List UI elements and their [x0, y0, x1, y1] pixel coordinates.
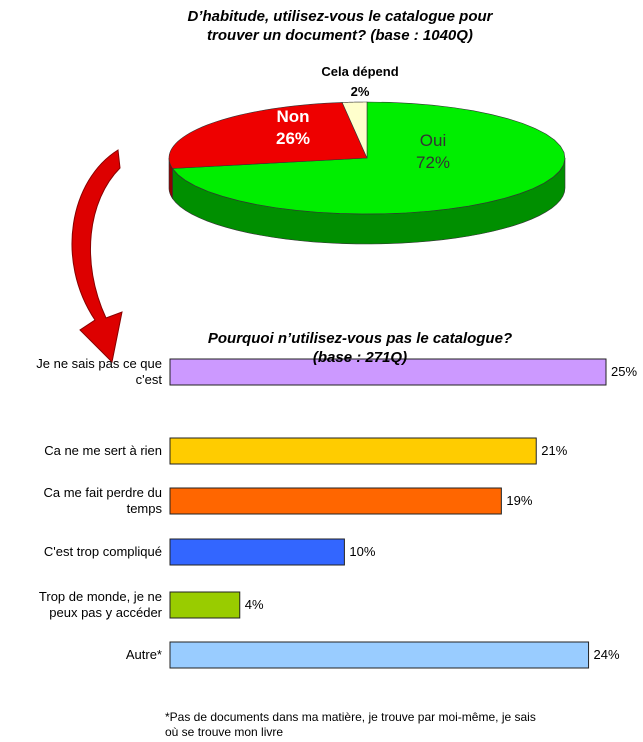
- bar-category-label: Ca ne me sert à rien: [44, 443, 162, 458]
- bar-value-label: 21%: [541, 443, 568, 458]
- bar-category-label: Je ne sais pas ce que c'est: [36, 355, 162, 387]
- pie-slice: [341, 101, 368, 159]
- pie-label: Oui: [419, 131, 447, 150]
- bar-value-label: 4%: [244, 597, 264, 612]
- pie-value-label: 2%: [350, 84, 370, 99]
- bar: [169, 358, 607, 386]
- bar-value-label: 25%: [611, 364, 638, 379]
- pie-slice: [168, 102, 368, 169]
- pie-label: Cela dépend: [321, 64, 399, 79]
- bar-title: Pourquoi n’utilisez-vous pas le catalogu…: [207, 330, 513, 366]
- footnote: *Pas de documents dans ma matière, je tr…: [165, 710, 536, 739]
- pie-value-label: 72%: [415, 153, 451, 172]
- bar: [169, 591, 241, 619]
- bar-value-label: 24%: [593, 647, 620, 662]
- bar: [169, 437, 537, 465]
- bar-category-label: Autre*: [125, 647, 162, 662]
- arrow: [71, 149, 123, 364]
- bar: [169, 641, 590, 669]
- pie-slice: [171, 101, 566, 215]
- bar-value-label: 19%: [506, 493, 533, 508]
- pie-title: D’habitude, utilisez-vous le catalogue p…: [187, 8, 493, 44]
- bar: [169, 487, 502, 515]
- bar-value-label: 10%: [349, 544, 376, 559]
- pie-value-label: 26%: [275, 129, 311, 148]
- bar-category-label: C'est trop compliqué: [43, 544, 162, 559]
- bar: [169, 538, 345, 566]
- pie-label: Non: [276, 107, 310, 126]
- bar-category-label: Trop de monde, je ne peux pas y accéder: [38, 588, 162, 620]
- bar-category-label: Ca me fait perdre du temps: [43, 484, 162, 516]
